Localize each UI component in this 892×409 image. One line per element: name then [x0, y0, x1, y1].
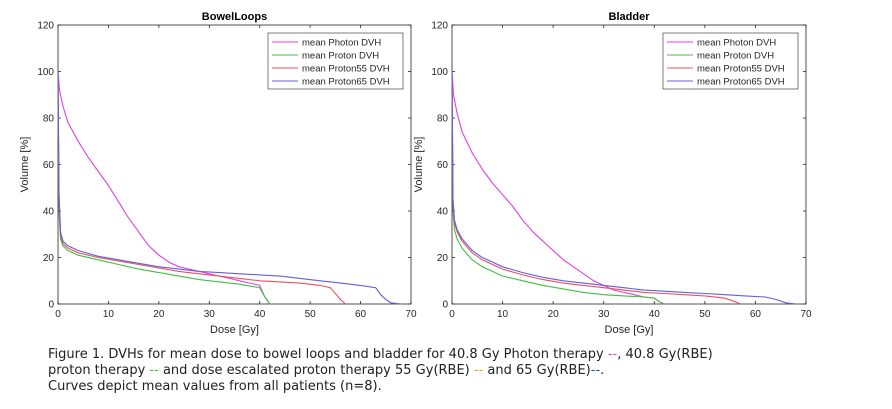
x-tick-label: 70 [405, 309, 417, 320]
caption-text: , 40.8 Gy(RBE) [617, 347, 713, 362]
chart-bowelloops: BowelLoops 0 10 20 30 40 50 60 70 0 20 40 60 80 100 120… [19, 11, 417, 336]
legend-label: mean Proton DVH [302, 51, 379, 62]
caption-text: proton therapy [48, 363, 150, 378]
y-tick-label: 80 [43, 114, 55, 125]
series-line-mean-proton55-dvh [451, 71, 741, 305]
y-tick-label: 20 [43, 253, 55, 264]
x-tick-label: 0 [449, 309, 455, 320]
x-tick-label: 10 [497, 309, 509, 320]
y-tick-label: 40 [437, 207, 449, 218]
x-tick-label: 30 [204, 309, 216, 320]
legend-label: mean Photon DVH [697, 38, 776, 49]
proton55-line-marker: -- [473, 363, 484, 378]
x-tick-label: 20 [548, 309, 560, 320]
x-tick-label: 60 [750, 309, 762, 320]
y-tick-label: 120 [431, 21, 448, 32]
x-tick-label: 30 [598, 309, 610, 320]
x-axis-label: Dose [Gy] [210, 324, 259, 336]
y-tick-label: 60 [43, 160, 55, 171]
series-line-mean-proton-dvh [57, 71, 271, 305]
series-line-mean-proton65-dvh [451, 71, 796, 305]
y-tick-label: 100 [37, 67, 54, 78]
chart-bladder: Bladder 0 10 20 30 40 50 60 70 0 20 40 60 80 100 120 Dos… [413, 11, 812, 336]
proton-line-marker: -- [149, 363, 159, 378]
y-tick-label: 100 [431, 67, 448, 78]
y-tick-label: 60 [437, 160, 449, 171]
proton65-line-marker: -- [590, 363, 601, 378]
y-tick-label: 0 [48, 300, 54, 311]
y-axis-label: Volume [%] [19, 137, 31, 193]
caption-line-2: proton therapy -- and dose escalated pro… [48, 363, 878, 379]
series-line-mean-photon-dvh [57, 71, 271, 305]
x-tick-label: 0 [55, 309, 61, 320]
series-line-mean-proton55-dvh [57, 71, 346, 305]
x-tick-label: 70 [800, 309, 812, 320]
legend-label: mean Photon DVH [302, 38, 381, 49]
legend: mean Photon DVH mean Proton DVH mean Proto… [662, 32, 799, 90]
caption-text: . [600, 363, 605, 378]
legend-label: mean Proton55 DVH [302, 64, 390, 75]
series-line-mean-proton65-dvh [57, 71, 401, 305]
caption-line-3: Curves depict mean values from all patie… [48, 379, 382, 394]
y-tick-label: 20 [437, 253, 449, 264]
figure-caption: Figure 1. DVHs for mean dose to bowel lo… [48, 347, 878, 395]
caption-text: and 65 Gy(RBE) [483, 363, 591, 378]
series-line-mean-proton-dvh [451, 71, 665, 305]
x-tick-label: 60 [355, 309, 367, 320]
y-tick-label: 120 [37, 21, 54, 32]
legend-label: mean Proton DVH [697, 51, 774, 62]
x-tick-label: 20 [153, 309, 165, 320]
legend-label: mean Proton65 DVH [697, 77, 785, 88]
photon-line-marker: -- [607, 347, 618, 362]
y-tick-label: 40 [43, 207, 55, 218]
y-tick-label: 80 [437, 114, 449, 125]
caption-text: Figure 1. DVHs for mean dose to bowel lo… [48, 347, 608, 362]
plot-area [451, 24, 807, 305]
chart-title: Bladder [609, 11, 651, 23]
legend-label: mean Proton65 DVH [302, 77, 390, 88]
chart-title: BowelLoops [202, 11, 267, 23]
caption-text: and dose escalated proton therapy 55 Gy(… [158, 363, 474, 378]
legend: mean Photon DVH mean Proton DVH mean Proto… [267, 32, 404, 90]
y-axis-label: Volume [%] [413, 137, 425, 193]
x-axis-label: Dose [Gy] [605, 324, 654, 336]
series-line-mean-photon-dvh [451, 71, 665, 305]
x-tick-label: 40 [649, 309, 661, 320]
x-tick-label: 40 [254, 309, 266, 320]
legend-label: mean Proton55 DVH [697, 64, 785, 75]
y-tick-label: 0 [442, 300, 448, 311]
x-tick-label: 10 [103, 309, 115, 320]
caption-line-1: Figure 1. DVHs for mean dose to bowel lo… [48, 347, 878, 363]
x-tick-label: 50 [305, 309, 317, 320]
x-tick-label: 50 [699, 309, 711, 320]
